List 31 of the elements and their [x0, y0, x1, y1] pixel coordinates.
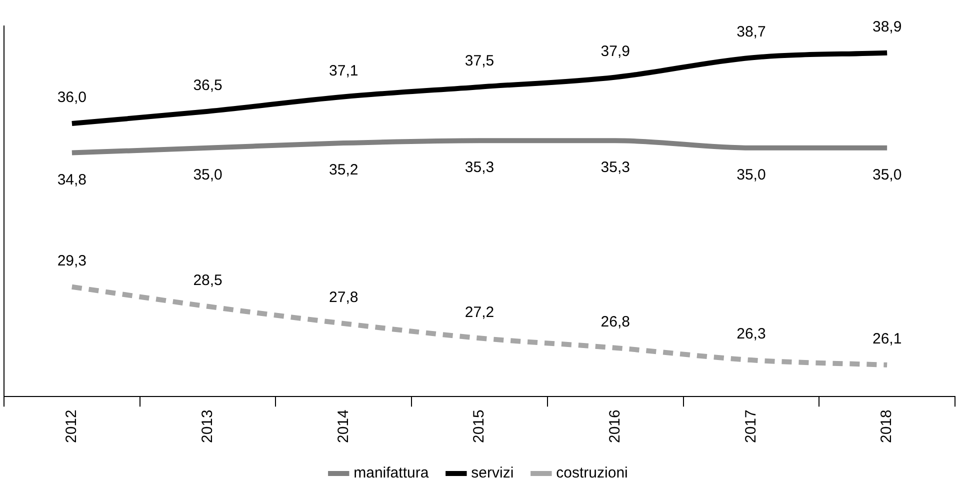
data-label: 26,1: [872, 330, 902, 348]
legend-label: servizi: [471, 464, 514, 482]
data-label: 27,8: [329, 289, 358, 306]
data-label: 29,3: [57, 252, 87, 270]
x-tick-label: 2018: [878, 410, 896, 444]
legend-label: manifattura: [354, 464, 430, 482]
data-label: 26,8: [600, 314, 630, 331]
data-label: 35,3: [600, 159, 630, 176]
data-label: 27,2: [464, 304, 494, 321]
data-label: 36,5: [193, 76, 222, 94]
data-label: 37,9: [600, 42, 630, 60]
data-label: 37,5: [464, 52, 494, 70]
data-label: 28,5: [193, 272, 222, 290]
data-label: 35,0: [736, 166, 766, 184]
x-tick-label: 2015: [470, 410, 488, 444]
data-label: 34,8: [57, 171, 87, 188]
x-tick-label: 2012: [63, 410, 80, 444]
data-label: 35,0: [872, 166, 902, 184]
data-label: 38,7: [736, 23, 766, 40]
data-label: 36,0: [57, 89, 87, 106]
x-tick-label: 2017: [742, 410, 760, 444]
x-tick-label: 2016: [606, 410, 624, 444]
data-label: 37,1: [329, 62, 358, 80]
data-label: 35,3: [464, 159, 494, 176]
data-label: 26,3: [736, 326, 766, 343]
data-label: 35,2: [329, 162, 358, 179]
data-label: 38,9: [872, 18, 902, 36]
x-tick-label: 2014: [334, 410, 352, 444]
data-label: 35,0: [193, 166, 222, 184]
x-tick-label: 2013: [198, 410, 216, 444]
legend-label: costruzioni: [556, 464, 628, 482]
